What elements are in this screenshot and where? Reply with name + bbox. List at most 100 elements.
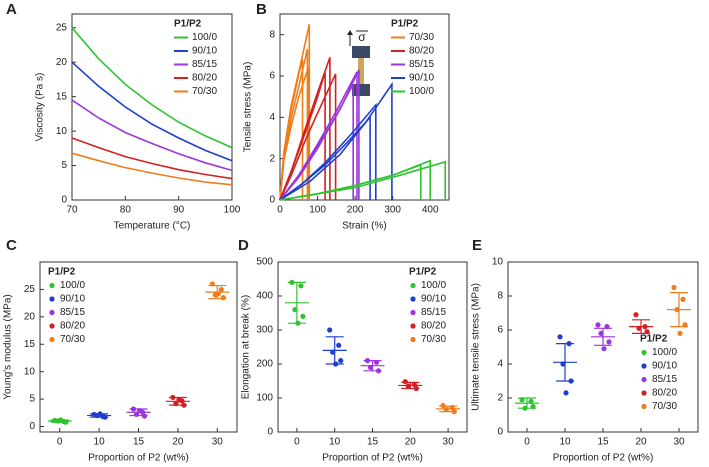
data-line [279, 160, 446, 201]
data-point [633, 312, 639, 318]
data-point [336, 342, 342, 348]
x-axis-label: Temperature (°C) [114, 221, 191, 232]
data-point [557, 334, 563, 340]
y-tick-label: 5 [61, 160, 67, 171]
legend-label: 80/20 [192, 73, 217, 84]
x-tick-label: 20 [405, 437, 417, 448]
x-tick-label: 100 [224, 205, 241, 216]
legend-label: 100/0 [192, 32, 217, 43]
inset-specimen [358, 58, 364, 84]
y-axis-label: Viscosity (Pa s) [35, 73, 46, 142]
x-tick-label: 15 [367, 437, 379, 448]
x-tick-label: 0 [277, 205, 283, 216]
x-tick-label: 100 [309, 205, 326, 216]
plot-frame [279, 13, 450, 201]
data-line [71, 137, 233, 180]
y-tick-label: 200 [256, 359, 273, 370]
x-tick-label: 10 [94, 437, 106, 448]
legend-label: 85/15 [652, 374, 677, 385]
legend-title: P1/P2 [391, 19, 419, 30]
y-tick-label: 2 [497, 393, 503, 404]
x-tick-label: 15 [133, 437, 145, 448]
y-tick-label: 0 [269, 195, 275, 206]
legend-label: 85/15 [421, 307, 446, 318]
data-line [279, 69, 360, 201]
legend-swatch [641, 403, 647, 410]
y-tick-label: 20 [56, 57, 68, 68]
legend-label: 100/0 [421, 280, 446, 291]
y-tick-label: 10 [24, 366, 36, 377]
data-point [220, 295, 226, 301]
x-tick-label: 0 [524, 437, 530, 448]
y-tick-label: 25 [56, 22, 68, 33]
data-line [279, 81, 393, 201]
y-tick-label: 4 [497, 359, 503, 370]
data-line [279, 73, 337, 201]
legend-label: 80/20 [652, 388, 677, 399]
legend-label: 70/30 [60, 334, 85, 345]
y-tick-label: 500 [256, 257, 273, 268]
data-point [680, 296, 686, 302]
x-tick-label: 90 [173, 205, 185, 216]
inset-grip [352, 46, 370, 58]
data-line [71, 61, 233, 162]
data-point [443, 406, 449, 413]
y-tick-label: 10 [56, 126, 68, 137]
data-point [563, 390, 569, 396]
panel-label: E [472, 237, 482, 254]
data-point [327, 327, 333, 333]
data-point [595, 322, 601, 328]
legend-swatch [641, 376, 647, 383]
legend-label: 90/10 [60, 294, 85, 305]
x-tick-label: 10 [559, 437, 571, 448]
data-point [298, 283, 304, 289]
legend-swatch [410, 336, 416, 343]
legend-swatch [641, 363, 647, 369]
legend-swatch [49, 309, 55, 316]
data-line [279, 57, 331, 201]
y-tick-label: 8 [497, 291, 503, 302]
data-point [601, 346, 607, 352]
data-line [279, 67, 309, 201]
data-line [279, 71, 358, 201]
x-axis-label: Strain (%) [342, 221, 386, 232]
x-axis-label: Proportion of P2 (wt%) [553, 453, 654, 464]
panel-label: C [6, 237, 17, 254]
y-axis-label: Ultimate tensile stress (MPa) [471, 283, 482, 411]
y-tick-label: 0 [497, 427, 503, 438]
legend-swatch [410, 323, 416, 329]
legend-label: 100/0 [409, 86, 434, 97]
legend-label: 90/10 [652, 361, 677, 372]
data-point [440, 402, 446, 409]
y-tick-label: 2 [269, 153, 275, 164]
legend-title: P1/P2 [48, 267, 76, 278]
legend-label: 85/15 [60, 307, 85, 318]
y-tick-label: 15 [24, 339, 36, 350]
data-point [606, 339, 612, 345]
data-point [598, 330, 604, 336]
data-point [405, 383, 411, 389]
x-tick-label: 0 [294, 437, 300, 448]
legend-label: 100/0 [60, 280, 85, 291]
legend-label: 70/30 [421, 334, 446, 345]
data-point [292, 307, 298, 313]
panel-label: D [238, 237, 249, 254]
data-point [338, 358, 344, 364]
y-tick-label: 100 [256, 393, 273, 404]
data-point [671, 284, 677, 291]
y-tick-label: 0 [29, 421, 35, 432]
legend-label: 80/20 [60, 321, 85, 332]
plot-frame [71, 13, 233, 201]
x-tick-label: 10 [329, 437, 341, 448]
data-line [279, 59, 304, 201]
x-tick-label: 20 [635, 437, 647, 448]
y-tick-label: 5 [29, 394, 35, 405]
inset-grip [352, 84, 370, 96]
inset-arrow-head [347, 30, 353, 35]
y-tick-label: 300 [256, 325, 273, 336]
x-tick-label: 15 [597, 437, 609, 448]
data-line [71, 99, 233, 172]
legend-label: 85/15 [192, 59, 217, 70]
data-line [279, 102, 377, 201]
data-line [71, 152, 233, 186]
